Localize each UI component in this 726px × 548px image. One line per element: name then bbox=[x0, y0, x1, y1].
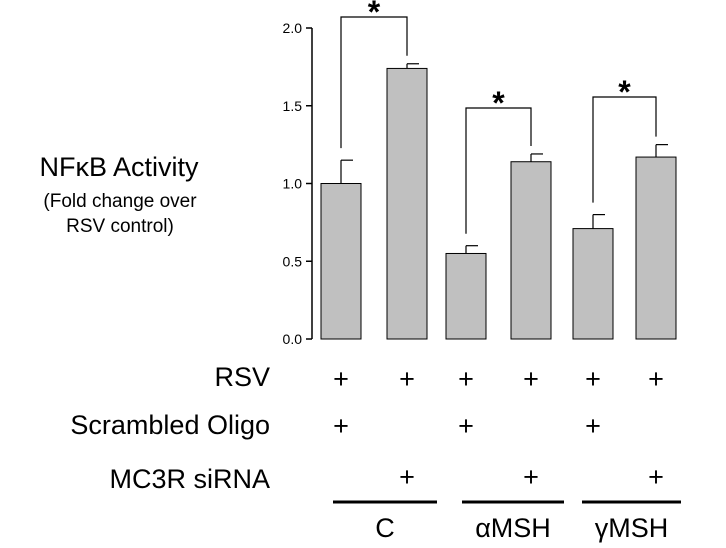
bar bbox=[445, 252, 487, 340]
condition-mark: + bbox=[585, 364, 601, 394]
condition-mark: + bbox=[399, 462, 415, 492]
y-tick-label: 2.0 bbox=[283, 20, 303, 36]
bar bbox=[386, 67, 428, 340]
group-label: αMSH bbox=[475, 513, 551, 543]
bar bbox=[635, 156, 677, 340]
bar bbox=[572, 228, 614, 340]
y-tick-label: 0.0 bbox=[283, 331, 303, 347]
row-label-scrambled-oligo: Scrambled Oligo bbox=[70, 410, 270, 440]
condition-mark: + bbox=[333, 411, 349, 441]
row-label-rsv: RSV bbox=[214, 362, 270, 392]
y-tick-label: 0.5 bbox=[283, 253, 303, 269]
bar bbox=[320, 183, 362, 340]
condition-mark: + bbox=[333, 364, 349, 394]
condition-mark: + bbox=[648, 462, 664, 492]
condition-mark: + bbox=[523, 462, 539, 492]
y-tick-label: 1.5 bbox=[283, 98, 303, 114]
significance-star: * bbox=[618, 74, 631, 110]
y-axis-title: NFκB Activity bbox=[39, 152, 199, 182]
significance-star: * bbox=[368, 0, 381, 30]
condition-mark: + bbox=[585, 411, 601, 441]
significance-bracket bbox=[465, 107, 532, 234]
condition-mark: + bbox=[523, 364, 539, 394]
condition-mark: + bbox=[458, 364, 474, 394]
bar bbox=[510, 161, 552, 340]
condition-mark: + bbox=[399, 364, 415, 394]
significance-bracket bbox=[592, 96, 657, 203]
y-axis-subtitle: (Fold change over RSV control) bbox=[43, 191, 197, 237]
group-label: γMSH bbox=[595, 513, 669, 543]
condition-mark: + bbox=[648, 364, 664, 394]
y-tick-label: 1.0 bbox=[283, 176, 303, 192]
significance-bracket bbox=[340, 16, 408, 149]
significance-star: * bbox=[492, 85, 505, 121]
group-label: C bbox=[375, 513, 395, 543]
row-label-mc3r-sirna: MC3R siRNA bbox=[109, 464, 270, 494]
condition-mark: + bbox=[458, 411, 474, 441]
